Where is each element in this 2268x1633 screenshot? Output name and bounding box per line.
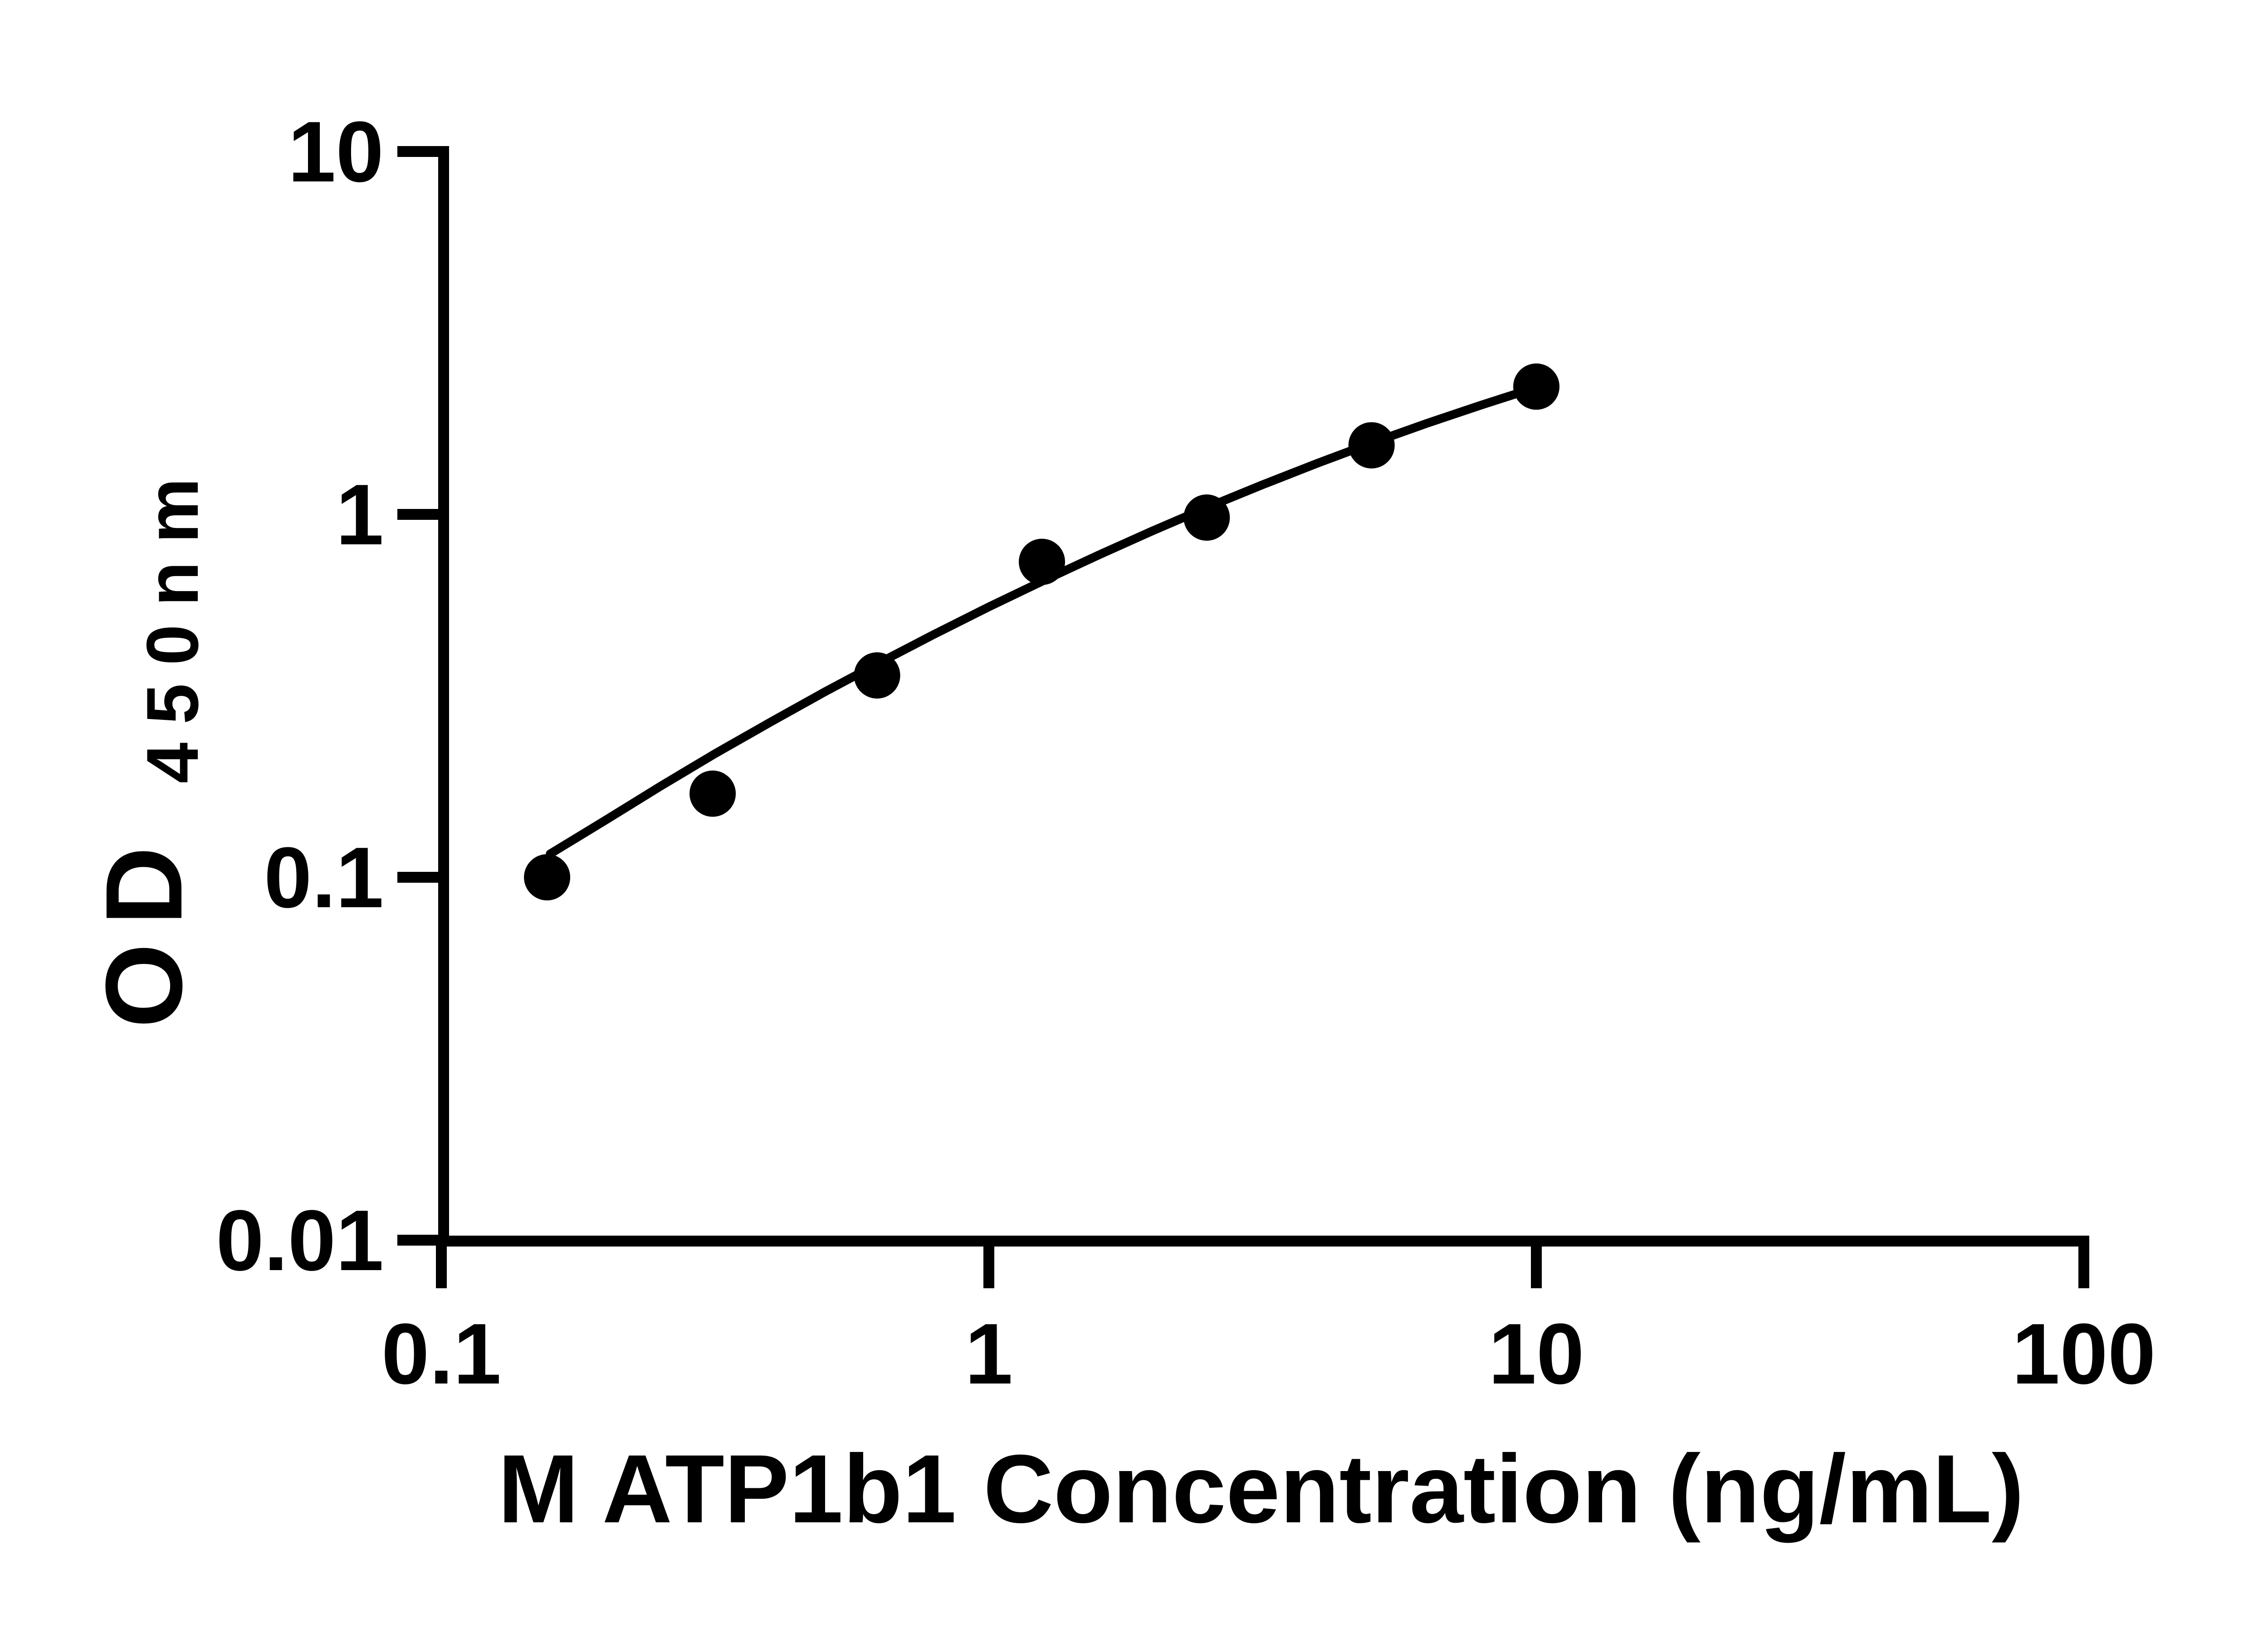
axis-spine [438, 146, 2089, 1247]
data-point [524, 854, 571, 900]
y-axis-title-main: OD [83, 828, 205, 1028]
data-point [1019, 538, 1065, 585]
x-tick-label: 0.1 [381, 1306, 501, 1402]
data-point [1348, 422, 1395, 469]
data-point [1513, 363, 1559, 410]
x-tick-label: 100 [2012, 1306, 2156, 1402]
y-axis-title: OD 450nm [83, 460, 214, 1028]
y-tick-label: 0.01 [216, 1193, 384, 1289]
y-tick-label: 0.1 [264, 830, 384, 926]
y-tick-label: 10 [288, 104, 384, 200]
data-point [1183, 494, 1230, 541]
x-tick-label: 1 [965, 1306, 1013, 1402]
x-axis-title: M ATP1b1 Concentration (ng/mL) [498, 1435, 2024, 1543]
y-axis-title-subscript: 450nm [132, 460, 214, 783]
data-point [854, 652, 900, 699]
chart-plot-area: 10 1 0.1 0.01 0.1 1 10 100 [216, 104, 2156, 1402]
data-point [689, 770, 736, 817]
x-tick-label: 10 [1488, 1306, 1584, 1402]
y-tick-label: 1 [336, 467, 384, 563]
